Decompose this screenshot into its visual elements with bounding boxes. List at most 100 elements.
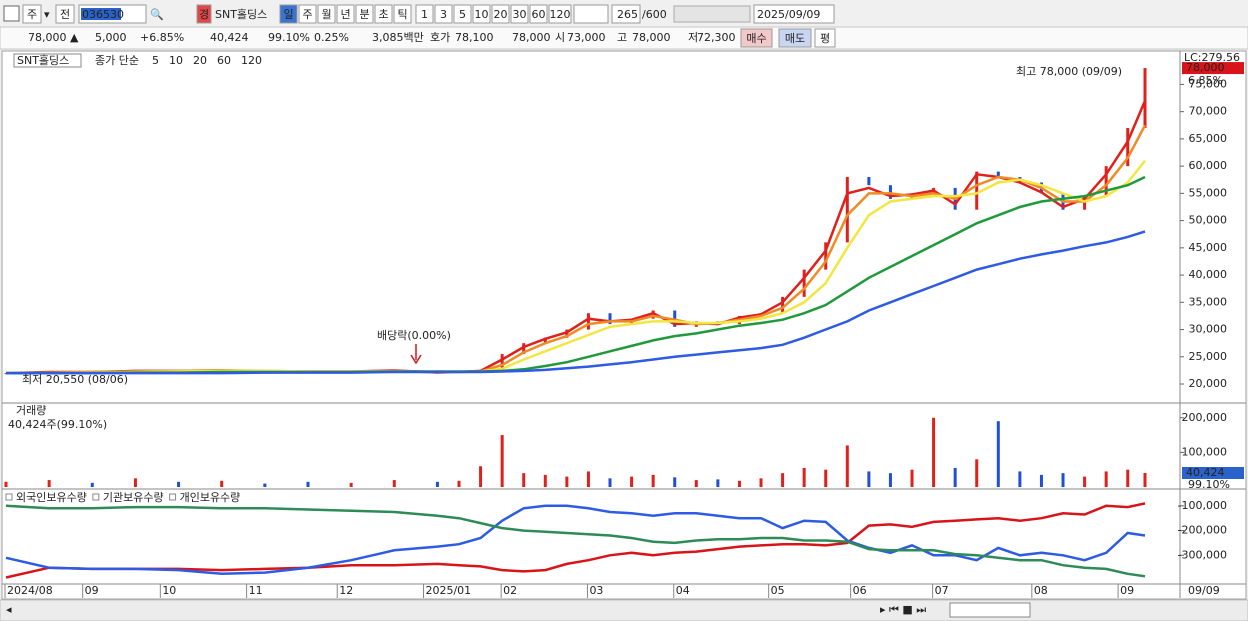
count-box[interactable] — [611, 4, 641, 24]
market[interactable]: 주 — [27, 8, 37, 21]
badge[interactable]: 경 — [199, 8, 209, 21]
legend-swatch — [92, 493, 100, 501]
minute-box[interactable] — [548, 4, 572, 24]
period[interactable]: 주 — [302, 8, 312, 21]
scroll-thumb[interactable] — [949, 602, 1031, 618]
y-tick-label: 45,000 — [1189, 241, 1228, 254]
x-tick-label: 2024/08 — [7, 584, 53, 597]
candle — [802, 269, 806, 297]
menu-icon[interactable] — [3, 5, 20, 22]
badge-box[interactable] — [196, 4, 212, 24]
volume-bar — [1039, 474, 1043, 487]
period[interactable]: 일 — [283, 7, 293, 21]
volume-bar — [263, 483, 267, 487]
minute[interactable]: 30 — [513, 8, 527, 21]
period-box[interactable] — [355, 4, 374, 24]
legend-entry: 5 — [152, 54, 159, 67]
prev[interactable]: 전 — [60, 8, 70, 21]
y-tick-label: 100,000 — [1182, 445, 1228, 458]
minute[interactable]: 20 — [494, 8, 508, 21]
candle — [996, 171, 1000, 178]
x-tick-label: 07 — [935, 584, 949, 597]
volume-title: 거래량 — [16, 404, 46, 417]
legend-entry: 개인보유수량 — [180, 491, 241, 504]
minute-box[interactable] — [453, 4, 472, 24]
last-price: 78,000 — [1186, 61, 1225, 74]
period-box[interactable] — [374, 4, 393, 24]
period[interactable]: 월 — [321, 8, 331, 21]
minute-box[interactable] — [529, 4, 548, 24]
volume-bar — [867, 471, 871, 487]
volume-bar — [47, 480, 51, 487]
volume-bar — [824, 469, 828, 487]
buy-box[interactable] — [740, 28, 773, 48]
volume-bar — [220, 480, 224, 487]
volume-bar — [349, 482, 353, 487]
quote-ask_label: 호가 — [430, 31, 450, 44]
sell-box[interactable] — [778, 28, 812, 48]
last-pct: 6.85% — [1188, 74, 1223, 87]
scrollbar[interactable] — [0, 599, 1248, 621]
market-box[interactable] — [22, 4, 42, 24]
period[interactable]: 초 — [378, 8, 388, 21]
dropdown[interactable]: ▾ — [44, 8, 50, 21]
minute[interactable]: 1 — [421, 8, 428, 21]
period-box[interactable] — [279, 4, 298, 24]
stock-name[interactable]: SNT홀딩스 — [215, 8, 267, 21]
minute-box[interactable] — [434, 4, 453, 24]
period[interactable]: 틱 — [397, 8, 407, 21]
legend-entry: 60 — [217, 54, 231, 67]
period-box[interactable] — [393, 4, 412, 24]
search[interactable]: 🔍 — [150, 7, 164, 21]
y-tick-label: 60,000 — [1189, 159, 1228, 172]
minute-box[interactable] — [415, 4, 434, 24]
minute[interactable]: 60 — [532, 8, 546, 21]
x-tick-label: 12 — [339, 584, 353, 597]
volume-bar — [1018, 471, 1022, 487]
buy[interactable]: 매수 — [746, 32, 766, 45]
date[interactable]: 2025/09/09 — [757, 8, 820, 21]
volume-bar — [759, 478, 763, 487]
x-tick-label: 02 — [503, 584, 517, 597]
volume-bar — [1143, 473, 1147, 487]
minute[interactable]: 120 — [550, 8, 571, 21]
minute-box[interactable] — [491, 4, 510, 24]
candle — [824, 242, 828, 270]
y-tick-label: 200,000 — [1182, 411, 1228, 424]
candle — [608, 313, 612, 325]
candle — [586, 313, 590, 330]
candle — [543, 337, 547, 344]
avg-box[interactable] — [814, 28, 836, 48]
series-line — [6, 230, 1146, 375]
date-box[interactable] — [753, 4, 835, 24]
volume-bar — [457, 480, 461, 487]
candle — [1126, 127, 1130, 167]
count[interactable]: 265 — [617, 8, 638, 21]
sell[interactable]: 매도 — [785, 32, 805, 45]
minute[interactable]: 5 — [459, 8, 466, 21]
minute[interactable]: 10 — [475, 8, 489, 21]
candle — [781, 296, 785, 314]
minute-box[interactable] — [510, 4, 529, 24]
quote-high: 78,000 — [632, 31, 671, 44]
period-box[interactable] — [298, 4, 317, 24]
period-box[interactable] — [317, 4, 336, 24]
prev-box[interactable] — [55, 4, 75, 24]
event-note: 배당락(0.00%) — [377, 329, 451, 342]
volume-bar — [4, 481, 8, 487]
scroll-controls[interactable]: ▸ ⏮ ■ ⏭ — [880, 603, 926, 616]
last-volume: 40,424 — [1186, 466, 1225, 479]
minute-box[interactable] — [472, 4, 491, 24]
blank-select[interactable] — [573, 4, 609, 24]
period[interactable]: 년 — [340, 8, 350, 21]
code[interactable]: 036530 — [82, 8, 124, 21]
tools[interactable] — [673, 5, 751, 23]
avg[interactable]: 평 — [820, 32, 830, 45]
quote-ask: 78,100 — [455, 31, 494, 44]
scroll-left[interactable]: ◂ — [6, 603, 12, 616]
minute[interactable]: 3 — [440, 8, 447, 21]
period[interactable]: 분 — [359, 8, 369, 21]
legend-entry: 20 — [193, 54, 207, 67]
period-box[interactable] — [336, 4, 355, 24]
